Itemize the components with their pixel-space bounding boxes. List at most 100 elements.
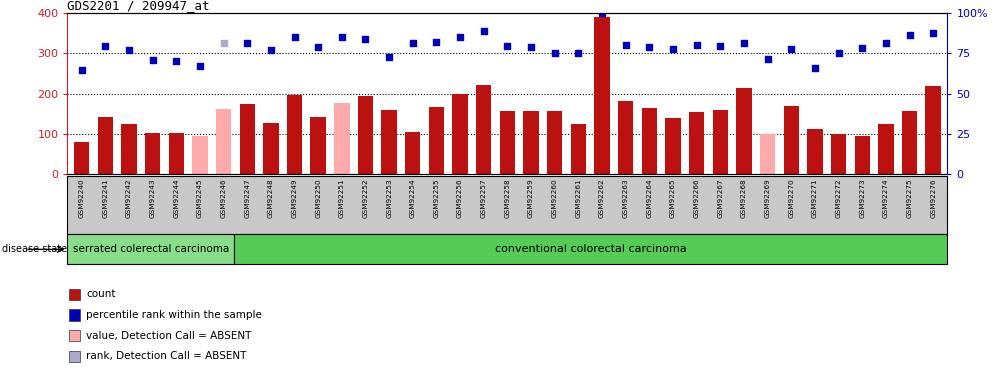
Text: GSM92276: GSM92276 (930, 178, 936, 218)
Point (499, 43, 516, 49)
Bar (358, 96, 373, 174)
Point (736, 40, 752, 46)
Bar (618, 101, 633, 174)
Point (357, 36, 373, 42)
Point (310, 44, 326, 50)
Text: GSM92256: GSM92256 (457, 178, 463, 218)
Text: GSM92260: GSM92260 (552, 178, 558, 218)
Point (381, 54, 397, 60)
Text: GSM92240: GSM92240 (78, 178, 84, 218)
Point (97, 43, 113, 49)
Text: GSM92262: GSM92262 (599, 178, 605, 218)
Text: GSM92274: GSM92274 (883, 178, 889, 218)
Bar (405, 132, 421, 174)
Point (476, 28, 492, 34)
Text: GSM92241: GSM92241 (102, 178, 108, 218)
Bar (807, 129, 822, 174)
Bar (121, 124, 137, 174)
Point (547, 50, 562, 56)
Bar (68, 351, 80, 362)
Text: GSM92257: GSM92257 (481, 178, 487, 218)
Point (712, 43, 728, 49)
Point (287, 34, 303, 40)
Point (452, 33, 468, 39)
Bar (192, 136, 207, 174)
Point (523, 44, 539, 50)
Text: GSM92245: GSM92245 (197, 178, 203, 218)
Bar (500, 111, 515, 174)
Point (215, 39, 231, 45)
Text: GSM92251: GSM92251 (339, 178, 345, 218)
Text: GSM92253: GSM92253 (386, 178, 392, 218)
Bar (67, 234, 234, 264)
Text: GSM92270: GSM92270 (789, 178, 795, 218)
Point (926, 30, 941, 36)
Text: GSM92273: GSM92273 (859, 178, 865, 218)
Bar (68, 309, 80, 321)
Point (121, 47, 137, 53)
Bar (68, 330, 80, 341)
Text: GSM92268: GSM92268 (741, 178, 747, 218)
Point (806, 64, 822, 70)
Point (429, 39, 444, 45)
Bar (476, 85, 491, 174)
Point (334, 34, 350, 40)
Text: GSM92249: GSM92249 (292, 178, 298, 218)
Text: GSM92261: GSM92261 (575, 178, 581, 218)
Text: GSM92255: GSM92255 (434, 178, 439, 218)
Bar (169, 133, 184, 174)
Bar (878, 124, 894, 174)
Text: GSM92252: GSM92252 (362, 178, 368, 218)
Bar (760, 134, 776, 174)
Text: count: count (86, 290, 116, 299)
Bar (234, 234, 947, 264)
Point (642, 44, 658, 50)
Text: GSM92275: GSM92275 (907, 178, 913, 218)
Point (665, 46, 681, 53)
Bar (310, 117, 325, 174)
Text: GSM92271: GSM92271 (811, 178, 817, 218)
Bar (854, 136, 870, 174)
Bar (902, 111, 918, 174)
Bar (642, 108, 657, 174)
Bar (429, 107, 444, 174)
Bar (926, 86, 940, 174)
Text: GSM92259: GSM92259 (528, 178, 534, 218)
Text: GSM92254: GSM92254 (410, 178, 416, 218)
Text: GDS2201 / 209947_at: GDS2201 / 209947_at (67, 0, 210, 12)
Point (263, 47, 279, 53)
Bar (524, 111, 539, 174)
Bar (382, 110, 397, 174)
Point (145, 57, 161, 63)
Text: disease state: disease state (2, 244, 67, 254)
Bar (145, 133, 161, 174)
Text: GSM92243: GSM92243 (150, 178, 156, 218)
Text: GSM92265: GSM92265 (670, 178, 676, 218)
Bar (594, 17, 610, 174)
Point (239, 40, 255, 46)
Text: GSM92247: GSM92247 (244, 178, 250, 218)
Text: rank, Detection Call = ABSENT: rank, Detection Call = ABSENT (86, 351, 247, 361)
Point (760, 57, 776, 63)
Text: GSM92246: GSM92246 (220, 178, 226, 218)
Bar (239, 104, 255, 174)
Text: percentile rank within the sample: percentile rank within the sample (86, 310, 262, 320)
Bar (570, 124, 586, 174)
Point (830, 50, 846, 55)
Bar (666, 117, 681, 174)
Text: GSM92266: GSM92266 (693, 178, 699, 218)
Bar (689, 112, 704, 174)
Bar (263, 123, 279, 174)
Bar (452, 94, 468, 174)
Bar (736, 88, 752, 174)
Bar (831, 134, 846, 174)
Bar (287, 94, 303, 174)
Point (878, 39, 894, 45)
Text: GSM92267: GSM92267 (717, 178, 723, 218)
Point (73, 66, 89, 72)
Point (169, 58, 185, 64)
Point (570, 50, 586, 56)
Text: value, Detection Call = ABSENT: value, Detection Call = ABSENT (86, 331, 252, 340)
Point (902, 32, 918, 38)
Bar (68, 289, 80, 300)
